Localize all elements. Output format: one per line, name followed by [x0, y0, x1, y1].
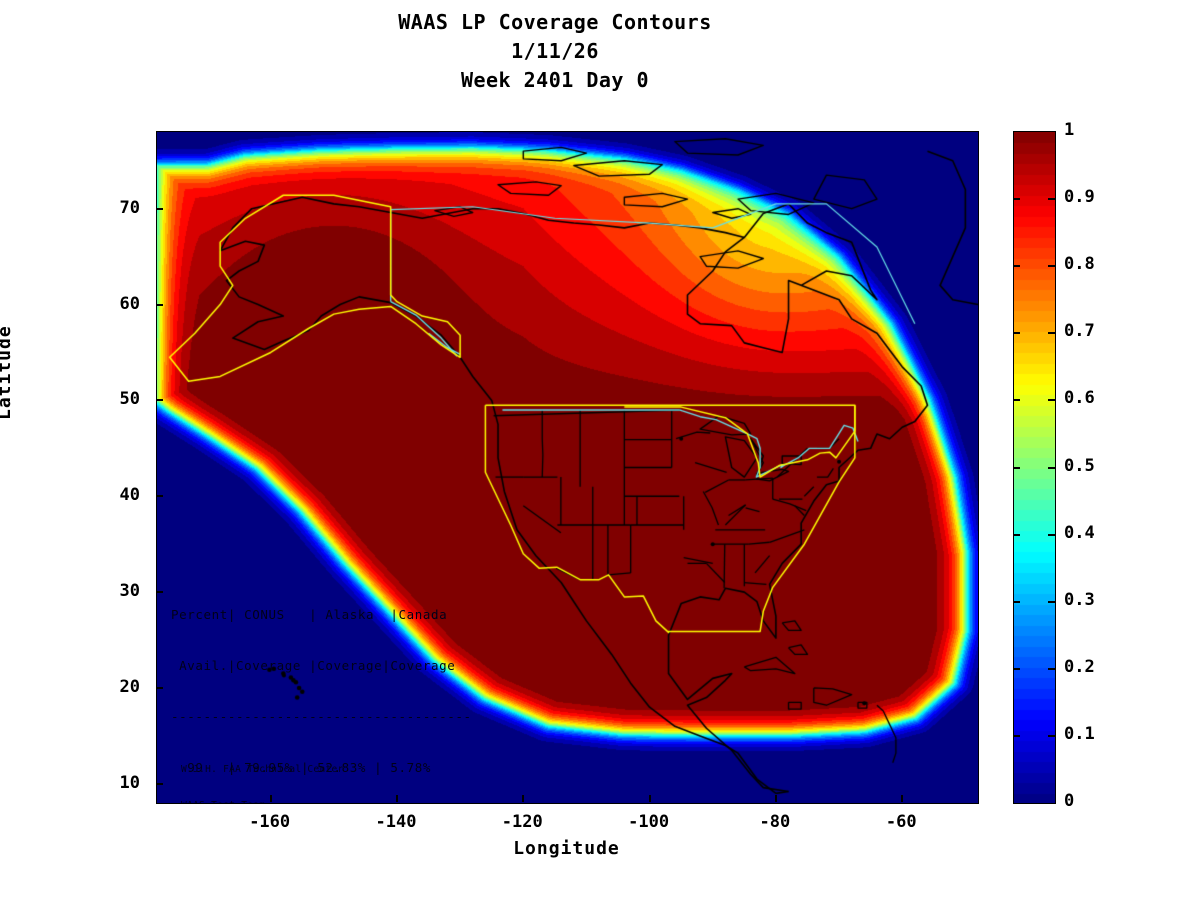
y-tick-label-50: 50 — [119, 389, 140, 410]
y-tick-mark-60 — [156, 303, 163, 306]
y-tick-mark-40 — [156, 495, 163, 498]
x-tick-label-neg140: -140 — [375, 812, 417, 832]
y-tick-label-40: 40 — [119, 485, 140, 506]
colorbar-tick-mark-left-0p2 — [1013, 667, 1020, 670]
colorbar-tick-label-0p5: 0.5 — [1064, 455, 1095, 476]
x-tick-label-neg80: -80 — [759, 812, 791, 832]
colorbar-tick-mark-right-0p5 — [1048, 466, 1055, 469]
x-tick-label-neg120: -120 — [501, 812, 543, 832]
colorbar-tick-label-0p2: 0.2 — [1064, 656, 1095, 677]
title-line-3: Week 2401 Day 0 — [460, 68, 650, 92]
x-tick-mark-neg80 — [774, 795, 777, 802]
colorbar-tick-mark-right-0p4 — [1048, 533, 1055, 536]
coverage-map-plot: Percent| CONUS | Alaska |Canada Avail.|C… — [156, 131, 979, 804]
colorbar-tick-mark-right-0p7 — [1048, 332, 1055, 335]
y-tick-label-60: 60 — [119, 293, 140, 314]
x-tick-mark-neg120 — [522, 795, 525, 802]
y-tick-mark-50 — [156, 399, 163, 402]
colorbar-tick-label-0p8: 0.8 — [1064, 254, 1095, 275]
y-tick-label-10: 10 — [119, 772, 140, 793]
colorbar-tick-mark-left-0p1 — [1013, 734, 1020, 737]
y-tick-label-70: 70 — [119, 197, 140, 218]
y-tick-label-30: 30 — [119, 581, 140, 602]
x-tick-label-neg100: -100 — [628, 812, 670, 832]
x-tick-label-neg160: -160 — [249, 812, 291, 832]
colorbar-tick-label-0p3: 0.3 — [1064, 589, 1095, 610]
colorbar-tick-label-0p6: 0.6 — [1064, 388, 1095, 409]
title-line-1: WAAS LP Coverage Contours — [398, 10, 712, 34]
x-tick-mark-neg60 — [901, 795, 904, 802]
colorbar-tick-mark-left-0p4 — [1013, 533, 1020, 536]
y-tick-label-20: 20 — [119, 676, 140, 697]
colorbar-tick-mark-left-0p8 — [1013, 265, 1020, 268]
chart-title-block: WAAS LP Coverage Contours 1/11/26 Week 2… — [0, 8, 1110, 95]
x-tick-mark-neg140 — [395, 795, 398, 802]
colorbar-tick-mark-right-0p1 — [1048, 734, 1055, 737]
colorbar-tick-label-1: 1 — [1064, 120, 1075, 140]
y-axis-label: Latitude — [0, 325, 15, 420]
colorbar-tick-mark-right-0p2 — [1048, 667, 1055, 670]
colorbar-tick-label-0p7: 0.7 — [1064, 321, 1095, 342]
x-tick-label-neg60: -60 — [885, 812, 917, 832]
coverage-contour-canvas — [157, 132, 978, 803]
colorbar-tick-mark-left-0p9 — [1013, 198, 1020, 201]
x-tick-mark-neg100 — [648, 795, 651, 802]
colorbar-tick-mark-left-0p3 — [1013, 600, 1020, 603]
colorbar-tick-mark-left-0p7 — [1013, 332, 1020, 335]
title-line-2: 1/11/26 — [511, 39, 599, 63]
colorbar-tick-label-0p4: 0.4 — [1064, 522, 1095, 543]
y-tick-mark-30 — [156, 591, 163, 594]
y-tick-mark-70 — [156, 207, 163, 210]
colorbar-tick-label-0p1: 0.1 — [1064, 723, 1095, 744]
colorbar-tick-mark-right-0p6 — [1048, 399, 1055, 402]
x-axis-label: Longitude — [513, 838, 620, 859]
y-tick-mark-20 — [156, 686, 163, 689]
colorbar-tick-label-0: 0 — [1064, 791, 1075, 811]
colorbar-tick-mark-right-0p8 — [1048, 265, 1055, 268]
x-tick-mark-neg160 — [269, 795, 272, 802]
colorbar-tick-mark-left-0p6 — [1013, 399, 1020, 402]
colorbar-tick-mark-right-0p9 — [1048, 198, 1055, 201]
y-tick-mark-10 — [156, 782, 163, 785]
colorbar-tick-mark-right-0p3 — [1048, 600, 1055, 603]
colorbar-tick-mark-left-0p5 — [1013, 466, 1020, 469]
colorbar-tick-label-0p9: 0.9 — [1064, 187, 1095, 208]
